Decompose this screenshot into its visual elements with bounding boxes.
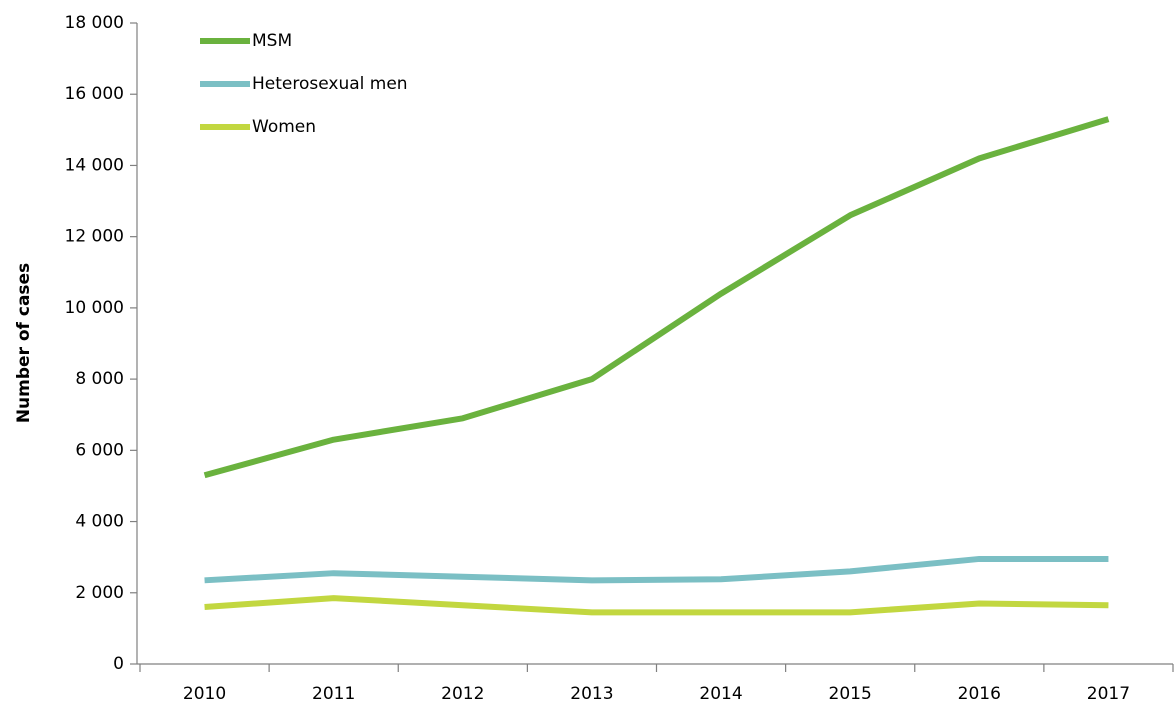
y-tick-label: 0 [113, 654, 124, 674]
series-line [204, 555, 1109, 584]
y-axis-label: Number of cases [14, 263, 34, 423]
x-tick-label: 2016 [958, 684, 1001, 704]
legend-label: MSM [252, 31, 292, 51]
x-tick-label: 2015 [829, 684, 872, 704]
y-tick-label: 6 000 [75, 440, 124, 460]
x-tick-label: 2012 [441, 684, 484, 704]
y-tick-label: 16 000 [65, 84, 124, 104]
series-line [203, 116, 1110, 479]
x-tick-label: 2014 [699, 684, 742, 704]
series-line [204, 595, 1109, 616]
legend-label: Women [252, 117, 316, 137]
x-tick-label: 2017 [1087, 684, 1130, 704]
y-tick-label: 10 000 [65, 298, 124, 318]
y-tick-label: 2 000 [75, 583, 124, 603]
y-tick-label: 14 000 [65, 155, 124, 175]
y-tick-label: 18 000 [65, 13, 124, 33]
legend-label: Heterosexual men [252, 74, 408, 94]
x-tick-label: 2011 [312, 684, 355, 704]
x-tick-label: 2013 [570, 684, 613, 704]
x-tick-label: 2010 [183, 684, 226, 704]
y-tick-label: 12 000 [65, 227, 124, 247]
y-tick-label: 4 000 [75, 512, 124, 532]
y-tick-label: 8 000 [75, 369, 124, 389]
